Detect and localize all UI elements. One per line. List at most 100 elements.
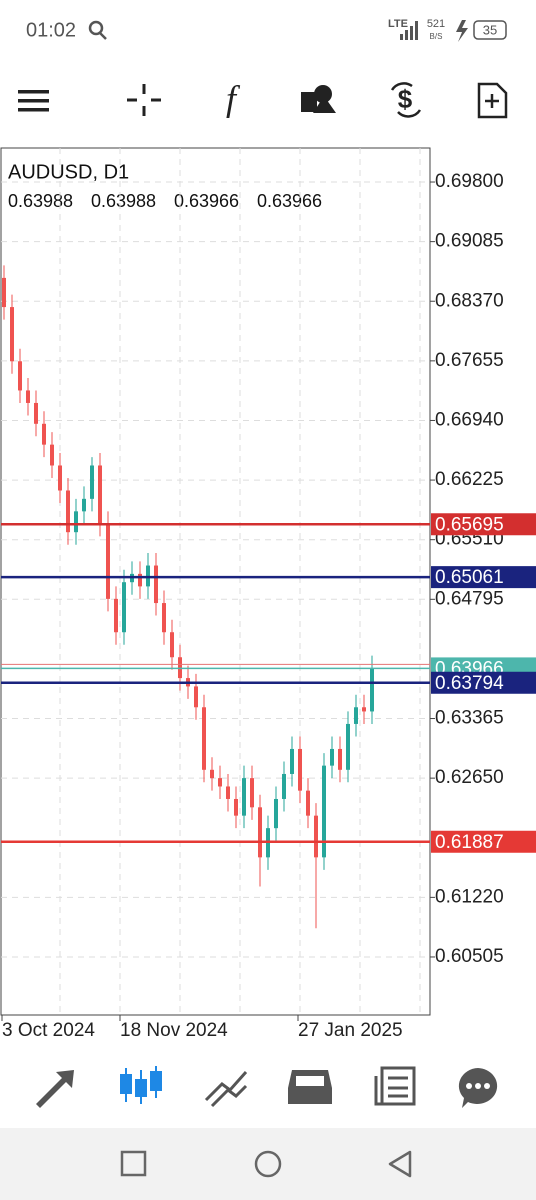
candle-body [18,361,22,391]
candle-body [322,765,326,858]
objects-button[interactable] [301,85,336,113]
y-tick-label: 0.67655 [435,350,504,371]
level-label: 0.65061 [435,567,504,588]
y-tick-label: 0.60505 [435,946,504,967]
trade-tab[interactable] [204,1071,248,1108]
candle-body [26,390,30,403]
candle-body [338,748,342,770]
candle-body [346,723,350,770]
level-label-box [431,513,536,536]
candle-body [218,778,222,787]
candle-body [82,498,86,512]
candle-body [290,748,294,774]
candle-body [314,815,318,858]
svg-text:$: $ [398,84,413,114]
candle-body [34,402,38,424]
candle-body [250,778,254,808]
y-tick-label: 0.66940 [435,409,504,430]
system-nav-bar [0,1128,536,1200]
recents-button[interactable] [120,1150,147,1177]
candle-body [10,307,14,362]
x-tick-label: 27 Jan 2025 [298,1020,403,1041]
back-button[interactable] [388,1150,412,1178]
y-tick-label: 0.69800 [435,171,504,192]
candle-body [370,668,374,712]
candle-body [66,490,70,533]
quotes-tab[interactable] [36,1070,74,1108]
level-label-box [431,566,536,589]
new-order-button[interactable] [477,82,508,119]
level-label-box [431,671,536,694]
candle-body [330,748,334,766]
charging-icon [456,20,468,42]
y-tick-label: 0.61220 [435,886,504,907]
candle-body [242,778,246,816]
plot-frame [0,147,431,1016]
signal-icon [400,21,418,40]
candle-body [194,686,198,708]
quote-line: 0.63988 0.63988 0.63966 0.63966 [8,191,322,211]
y-tick-label: 0.62650 [435,767,504,788]
x-tick-label: 18 Nov 2024 [120,1020,228,1041]
timeframe-button[interactable]: $ [390,82,422,118]
candle-body [306,790,310,816]
candle-body [210,769,214,779]
candle-body [362,707,366,712]
y-tick-label: 0.69085 [435,231,504,252]
candle-body [298,748,302,791]
candle-body [50,444,54,466]
y-tick-label: 0.63365 [435,708,504,729]
crosshair-button[interactable] [127,84,161,116]
chart-layer: 0.69800 0.69085 0.68370 0.67655 0.66940 0.662… [1,148,536,1041]
y-tick-label: 0.68370 [435,290,504,311]
y-tick-label: 0.66225 [435,469,504,490]
menu-button[interactable] [18,90,49,112]
chart-tab[interactable] [120,1066,162,1104]
net-speed: 521 [427,18,445,30]
level-label: 0.65695 [435,514,504,535]
level-label-box [431,830,536,853]
candle-body [74,511,78,533]
level-label: 0.61887 [435,832,504,853]
search-icon [88,20,107,40]
candle-body [90,465,94,499]
candle-body [122,582,126,633]
y-tick-label: 0.64795 [435,588,504,609]
candle-body [138,573,142,587]
candle-body [234,798,238,816]
battery-icon [473,20,507,40]
candle-body [354,707,358,724]
network-type: LTE [388,18,408,30]
news-tab[interactable] [374,1066,416,1106]
home-button[interactable] [254,1150,282,1178]
candle-body [154,565,158,604]
candle-body [202,707,206,770]
quote-open: 0.63988 [8,191,73,211]
candle-body [98,465,102,524]
clock: 01:02 [26,19,76,41]
candle-body [226,786,230,799]
net-speed-unit: B/S [430,32,443,41]
symbol-title: AUDUSD, D1 [8,161,129,183]
battery-level: 35 [483,22,497,37]
quote-high: 0.63988 [91,191,156,211]
history-tab[interactable] [288,1070,332,1104]
candle-body [170,632,174,658]
candle-body [178,657,182,679]
candle-body [2,277,6,308]
quote-close: 0.63966 [257,191,322,211]
x-tick-label: 3 Oct 2024 [2,1020,95,1041]
candle-body [258,807,262,858]
candle-body [42,423,46,445]
candle-body [282,773,286,799]
messages-tab[interactable] [458,1068,498,1108]
quote-low: 0.63966 [174,191,239,211]
candle-body [274,798,278,829]
candle-body [106,523,110,599]
candle-body [114,598,118,633]
candle-body [58,465,62,491]
level-label: 0.63794 [435,673,504,694]
candle-body [162,603,166,633]
